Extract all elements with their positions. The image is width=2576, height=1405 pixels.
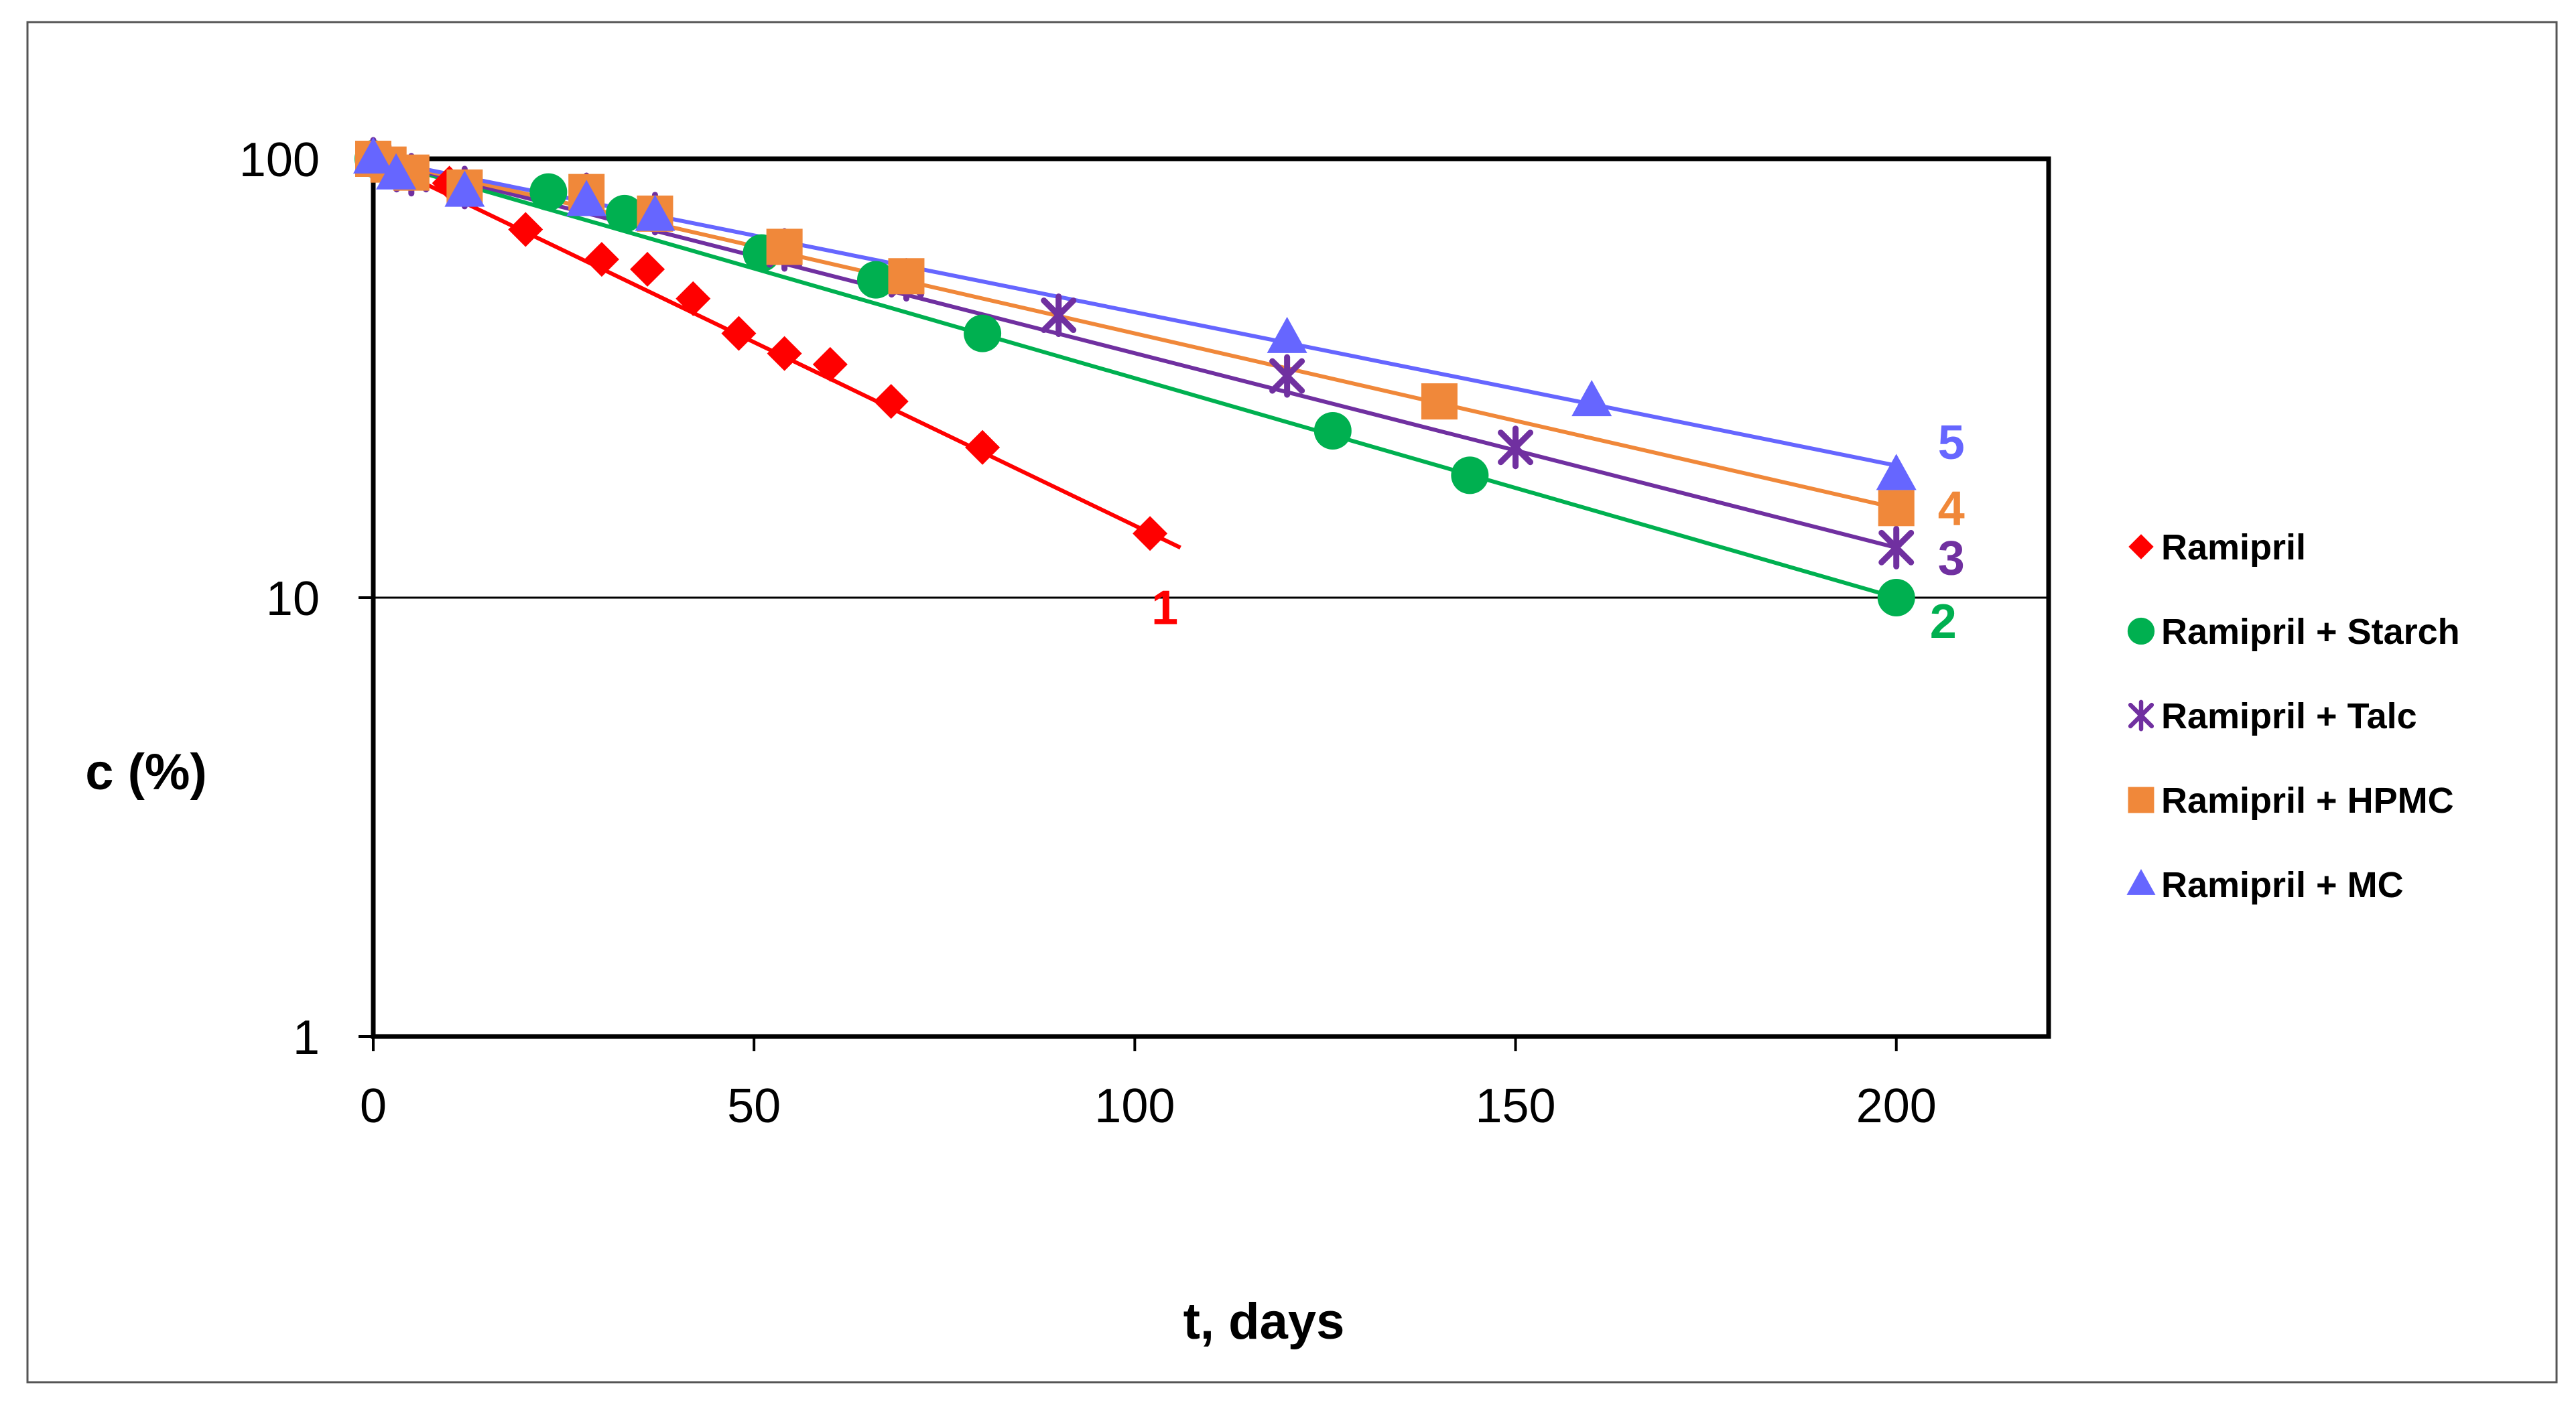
point-ramipril-starch [1313,411,1352,450]
legend-marker-ramipril [2128,534,2154,559]
series-labels: 1 2 34 5 [1151,416,1965,649]
x-tick-label: 150 [1475,1079,1555,1133]
point-ramipril-mc [1571,380,1612,417]
point-ramipril-starch [1877,579,1915,616]
point-ramipril [584,242,619,277]
point-ramipril-starch [964,314,1002,352]
point-ramipril-talc [1498,425,1534,470]
point-ramipril-hpmc [1421,383,1458,420]
legend-marker [2126,868,2156,895]
point-ramipril-mc [635,194,675,231]
point-ramipril-mc [566,180,607,216]
series-number-label: 1 [1151,581,1178,634]
legend-marker [2128,787,2154,813]
axes: 1 10 100 0 50 100 150 200 [239,133,1937,1133]
data-points [353,137,1917,616]
point-ramipril-talc [1878,525,1915,570]
point-ramipril-talc [1269,354,1305,398]
y-tick-label: 10 [266,572,320,626]
x-axis-title: t, days [1183,1293,1345,1350]
series-number-label: 2 [1930,595,1957,649]
point-ramipril [675,281,711,316]
legend-marker [2127,617,2155,645]
legend-label: Ramipril + Starch [2161,612,2460,652]
legend-marker-ramipril-mc [2126,868,2156,895]
point-ramipril-hpmc [1878,490,1915,527]
y-axis-title: c (%) [85,744,207,801]
legend-label: Ramipril + Talc [2161,696,2417,736]
legend-marker [2128,534,2154,559]
point-ramipril-starch [529,173,568,211]
point-ramipril [965,429,1001,465]
legend-label: Ramipril + HPMC [2161,781,2454,821]
x-tick-label: 200 [1856,1079,1937,1133]
point-ramipril [767,336,802,371]
point-ramipril-mc [1876,454,1917,490]
point-ramipril [721,316,757,351]
legend-label: Ramipril [2161,527,2306,567]
point-ramipril [630,251,665,287]
series-number-label: 5 [1938,416,1965,470]
point-ramipril [812,346,848,382]
point-ramipril-mc [1267,316,1307,353]
point-ramipril-mc [444,170,485,207]
point-ramipril-starch [857,261,895,299]
legend-marker-ramipril-hpmc [2128,787,2154,813]
point-ramipril-mc [353,137,393,174]
legend-marker-ramipril-talc [2128,699,2154,732]
point-ramipril [873,384,909,419]
series-number-label: 3 [1938,531,1965,585]
point-ramipril [508,212,543,247]
point-ramipril-starch [1451,456,1489,494]
x-tick-label: 50 [727,1079,781,1133]
legend-label: Ramipril + MC [2161,865,2404,905]
legend-marker [2128,699,2154,732]
point-ramipril-starch [606,194,643,232]
point-ramipril-talc [1041,293,1077,338]
series-number-label: 4 [1938,482,1965,535]
legend-marker-ramipril-starch [2127,617,2155,645]
y-tick-label: 100 [239,133,320,187]
point-ramipril-hpmc [888,258,925,295]
point-ramipril-mc [376,153,417,190]
x-tick-label: 0 [360,1079,387,1133]
legend: Ramipril Ramipril + Starch Ramipril + Talc… [2126,527,2460,905]
y-tick-label: 1 [293,1011,320,1065]
x-tick-label: 100 [1094,1079,1175,1133]
point-ramipril-hpmc [766,228,803,265]
point-ramipril [1133,516,1168,551]
